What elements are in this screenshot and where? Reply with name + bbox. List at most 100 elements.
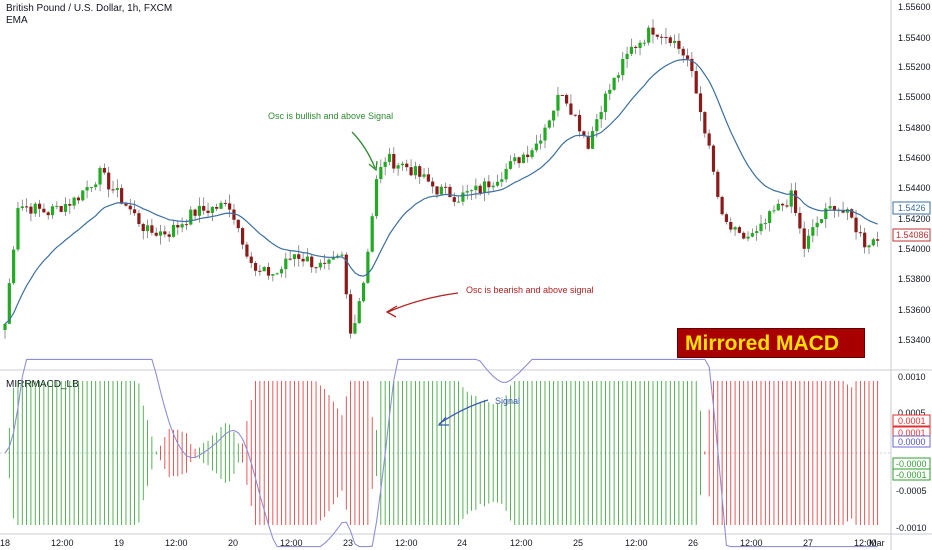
candle-up xyxy=(292,254,297,260)
x-tick-label: 12:00 xyxy=(740,538,763,548)
candle-up xyxy=(7,283,11,324)
bullish-arrow xyxy=(351,131,376,169)
candle-down xyxy=(685,55,690,59)
candle-up xyxy=(819,219,824,223)
candle-down xyxy=(694,71,698,94)
candle-up xyxy=(20,206,24,209)
candle-down xyxy=(405,163,409,168)
candle-down xyxy=(409,167,413,176)
candle-up xyxy=(642,42,646,44)
candle-down xyxy=(124,203,128,206)
candle-down xyxy=(677,40,681,49)
candle-down xyxy=(565,94,569,104)
candle-down xyxy=(573,114,577,116)
candle-up xyxy=(534,143,538,151)
price-value-label: 1.54086 xyxy=(896,230,929,240)
candle-down xyxy=(448,186,452,198)
candle-up xyxy=(750,233,754,237)
candle-up xyxy=(759,223,763,232)
candle-down xyxy=(781,203,785,206)
candle-up xyxy=(746,236,750,239)
candle-down xyxy=(660,36,664,38)
candle-up xyxy=(366,251,370,283)
candle-down xyxy=(323,262,327,264)
candle-down xyxy=(349,294,353,334)
candle-down xyxy=(223,202,227,204)
candle-up xyxy=(219,202,223,209)
candle-up xyxy=(284,258,288,270)
y-tick-label: 1.55400 xyxy=(898,33,931,43)
osc-badge-label: 0.0001 xyxy=(898,416,926,426)
candle-up xyxy=(629,46,633,54)
candle-down xyxy=(344,254,348,295)
y-tick-label: 1.55000 xyxy=(898,92,931,102)
candle-down xyxy=(577,115,582,132)
candle-down xyxy=(232,209,236,220)
candle-down xyxy=(586,135,590,149)
x-tick-label: 12:00 xyxy=(395,538,418,548)
x-tick-label: Mar xyxy=(869,538,885,548)
candle-up xyxy=(145,225,150,232)
candle-down xyxy=(102,167,106,173)
candle-down xyxy=(863,232,867,248)
candle-up xyxy=(871,239,875,246)
candle-down xyxy=(582,131,586,136)
candle-up xyxy=(33,203,37,214)
candle-down xyxy=(29,206,33,214)
candle-up xyxy=(413,166,417,176)
candle-up xyxy=(370,216,374,252)
candle-down xyxy=(668,37,672,44)
candle-up xyxy=(210,206,214,213)
candle-down xyxy=(288,258,292,260)
candle-down xyxy=(724,214,729,222)
candle-up xyxy=(824,208,828,220)
candle-up xyxy=(595,119,599,132)
candle-down xyxy=(314,267,318,269)
candle-up xyxy=(513,157,517,162)
x-tick-label: 18 xyxy=(0,538,10,548)
x-tick-label: 12:00 xyxy=(854,538,877,548)
candle-down xyxy=(832,206,837,211)
y-tick-label: 1.54400 xyxy=(898,183,931,193)
signal-annotation: Signal xyxy=(495,396,520,406)
candle-down xyxy=(59,205,63,212)
ema-line xyxy=(4,58,878,325)
candle-down xyxy=(517,157,521,164)
ema-legend: EMA xyxy=(6,15,28,26)
bullish-annotation: Osc is bullish and above Signal xyxy=(268,111,393,121)
candle-down xyxy=(150,225,154,233)
candle-down xyxy=(133,209,137,214)
candle-up xyxy=(590,131,595,149)
candle-down xyxy=(141,224,145,232)
candle-up xyxy=(279,269,284,274)
x-tick-label: 24 xyxy=(457,538,467,548)
candle-down xyxy=(202,205,206,211)
candle-down xyxy=(729,221,733,230)
candle-down xyxy=(297,254,301,259)
y-tick-label: 1.54600 xyxy=(898,153,931,163)
candle-up xyxy=(547,120,551,128)
candle-up xyxy=(500,179,504,182)
bullish-arrowhead xyxy=(368,160,378,172)
candle-down xyxy=(76,197,81,201)
candle-down xyxy=(664,37,668,39)
candle-down xyxy=(690,58,694,72)
candle-up xyxy=(465,191,469,193)
candle-up xyxy=(379,166,383,180)
candle-up xyxy=(115,188,119,191)
osc-badge-label: 0.0000 xyxy=(898,437,926,447)
candle-up xyxy=(504,168,508,180)
price-value-badge xyxy=(892,228,931,242)
candle-down xyxy=(167,234,171,237)
candle-down xyxy=(245,244,249,257)
candle-down xyxy=(802,228,806,249)
candle-up xyxy=(189,209,193,225)
candle-down xyxy=(526,154,530,158)
candle-up xyxy=(806,235,811,249)
candle-up xyxy=(262,267,266,272)
candle-down xyxy=(651,27,655,35)
candle-down xyxy=(655,34,659,37)
candle-up xyxy=(81,190,85,201)
bearish-arrowhead xyxy=(385,305,398,318)
